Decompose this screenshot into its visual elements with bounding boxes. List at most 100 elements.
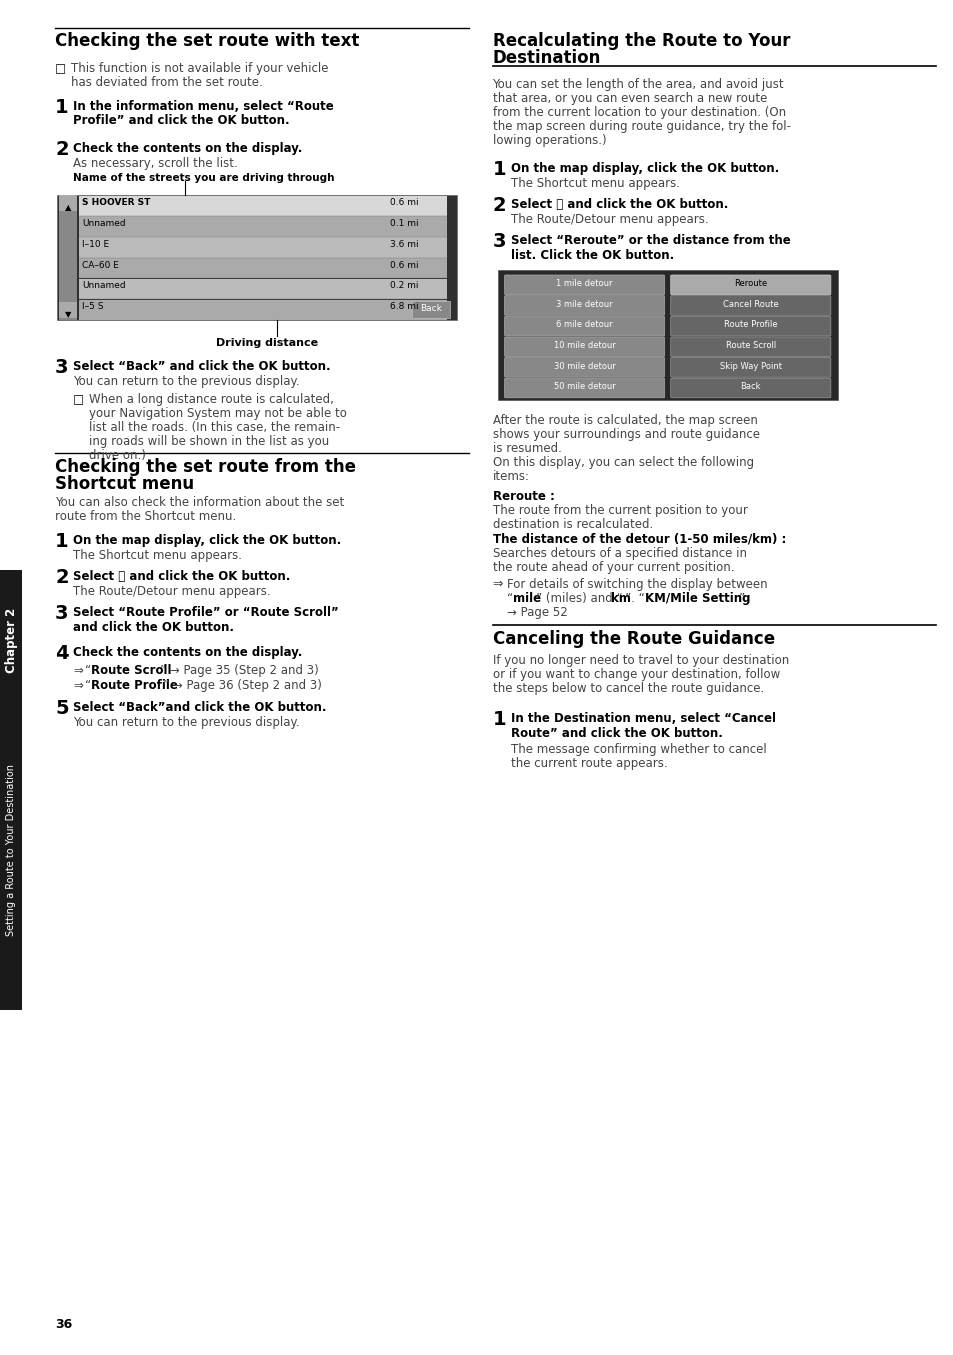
Text: Check the contents on the display.: Check the contents on the display. — [73, 646, 302, 659]
Text: On the map display, click the OK button.: On the map display, click the OK button. — [73, 534, 341, 547]
Text: Profile” and click the OK button.: Profile” and click the OK button. — [73, 114, 290, 127]
Text: The Shortcut menu appears.: The Shortcut menu appears. — [510, 178, 679, 190]
Text: 30 mile detour: 30 mile detour — [553, 362, 615, 370]
Text: Back: Back — [740, 382, 760, 392]
Text: 10 mile detour: 10 mile detour — [553, 341, 615, 350]
FancyBboxPatch shape — [670, 378, 830, 398]
Bar — [57, 195, 457, 320]
Text: ▲: ▲ — [65, 203, 71, 211]
Text: In the information menu, select “Route: In the information menu, select “Route — [73, 100, 334, 112]
Text: from the current location to your destination. (On: from the current location to your destin… — [492, 106, 785, 119]
Text: Route Profile: Route Profile — [91, 679, 178, 692]
Text: Destination: Destination — [492, 49, 600, 66]
Text: and click the OK button.: and click the OK button. — [73, 621, 233, 634]
Text: You can also check the information about the set: You can also check the information about… — [55, 496, 344, 509]
Text: 36: 36 — [55, 1318, 72, 1331]
Text: ” (miles) and “: ” (miles) and “ — [535, 592, 621, 604]
Text: 5: 5 — [55, 699, 69, 718]
Text: The distance of the detour (1-50 miles/km) :: The distance of the detour (1-50 miles/k… — [492, 533, 785, 546]
FancyBboxPatch shape — [504, 337, 664, 356]
Text: Reroute :: Reroute : — [492, 491, 554, 503]
Text: 6 mile detour: 6 mile detour — [556, 320, 612, 329]
FancyBboxPatch shape — [670, 316, 830, 336]
Text: 6.8 mi: 6.8 mi — [390, 302, 418, 312]
Text: Route Scroll: Route Scroll — [725, 341, 775, 350]
Bar — [79, 217, 387, 237]
Text: Checking the set route from the: Checking the set route from the — [55, 458, 355, 476]
Bar — [387, 299, 447, 320]
Text: 4: 4 — [55, 644, 69, 663]
Text: When a long distance route is calculated,: When a long distance route is calculated… — [89, 393, 334, 406]
FancyBboxPatch shape — [670, 337, 830, 356]
Text: CA–60 E: CA–60 E — [82, 260, 119, 270]
Text: list all the roads. (In this case, the remain-: list all the roads. (In this case, the r… — [89, 421, 340, 434]
Text: The Route/Detour menu appears.: The Route/Detour menu appears. — [73, 585, 271, 598]
Text: In the Destination menu, select “Cancel: In the Destination menu, select “Cancel — [510, 711, 775, 725]
Text: 1: 1 — [55, 533, 69, 551]
Text: destination is recalculated.: destination is recalculated. — [492, 518, 652, 531]
Text: ⇒: ⇒ — [73, 679, 83, 692]
Text: If you no longer need to travel to your destination: If you no longer need to travel to your … — [492, 654, 788, 667]
Text: I–10 E: I–10 E — [82, 240, 109, 249]
Text: km: km — [610, 592, 630, 604]
Text: drive on.): drive on.) — [89, 449, 146, 462]
Text: Recalculating the Route to Your: Recalculating the Route to Your — [492, 33, 789, 50]
Text: As necessary, scroll the list.: As necessary, scroll the list. — [73, 157, 237, 169]
Text: Reroute: Reroute — [734, 279, 766, 289]
Text: Chapter 2: Chapter 2 — [5, 607, 17, 672]
Text: Select “Back” and click the OK button.: Select “Back” and click the OK button. — [73, 360, 331, 373]
Text: the current route appears.: the current route appears. — [510, 757, 666, 770]
Bar — [79, 299, 387, 320]
Text: Shortcut menu: Shortcut menu — [55, 476, 194, 493]
Text: On the map display, click the OK button.: On the map display, click the OK button. — [510, 163, 778, 175]
Text: Driving distance: Driving distance — [216, 337, 318, 348]
Text: □: □ — [55, 62, 66, 75]
Text: Select “Back”and click the OK button.: Select “Back”and click the OK button. — [73, 701, 326, 714]
Text: Route Profile: Route Profile — [723, 320, 777, 329]
FancyBboxPatch shape — [670, 358, 830, 377]
Text: You can return to the previous display.: You can return to the previous display. — [73, 715, 299, 729]
Text: mile: mile — [512, 592, 540, 604]
Bar — [0, 570, 22, 1009]
Text: On this display, you can select the following: On this display, you can select the foll… — [492, 457, 753, 469]
Text: After the route is calculated, the map screen: After the route is calculated, the map s… — [492, 415, 757, 427]
Text: Select ⥣ and click the OK button.: Select ⥣ and click the OK button. — [73, 570, 290, 583]
Text: that area, or you can even search a new route: that area, or you can even search a new … — [492, 92, 766, 104]
Text: 1: 1 — [492, 710, 506, 729]
Text: list. Click the OK button.: list. Click the OK button. — [510, 249, 673, 262]
Text: 3.6 mi: 3.6 mi — [390, 240, 418, 249]
Bar — [497, 270, 837, 400]
FancyBboxPatch shape — [504, 295, 664, 316]
FancyBboxPatch shape — [504, 316, 664, 336]
Text: The message confirming whether to cancel: The message confirming whether to cancel — [510, 743, 765, 756]
Text: your Navigation System may not be able to: your Navigation System may not be able t… — [89, 406, 347, 420]
Text: ▼: ▼ — [65, 310, 71, 318]
Text: Setting a Route to Your Destination: Setting a Route to Your Destination — [6, 764, 16, 936]
Bar — [79, 195, 387, 215]
Text: You can set the length of the area, and avoid just: You can set the length of the area, and … — [492, 79, 783, 91]
Bar — [412, 301, 450, 318]
Text: Unnamed: Unnamed — [82, 282, 126, 290]
Text: 0.1 mi: 0.1 mi — [390, 220, 418, 228]
Text: ” → Page 35 (Step 2 and 3): ” → Page 35 (Step 2 and 3) — [160, 664, 318, 678]
Text: the steps below to cancel the route guidance.: the steps below to cancel the route guid… — [492, 682, 763, 695]
Bar — [387, 217, 447, 237]
Text: the map screen during route guidance, try the fol-: the map screen during route guidance, tr… — [492, 121, 790, 133]
Text: 3: 3 — [55, 358, 69, 377]
Text: S HOOVER ST: S HOOVER ST — [82, 198, 151, 207]
Text: Searches detours of a specified distance in: Searches detours of a specified distance… — [492, 547, 746, 560]
Bar — [387, 257, 447, 278]
Text: Skip Way Point: Skip Way Point — [719, 362, 781, 370]
Text: Name of the streets you are driving through: Name of the streets you are driving thro… — [73, 173, 335, 183]
Text: 3: 3 — [492, 232, 505, 251]
Text: “: “ — [506, 592, 512, 604]
Text: 0.6 mi: 0.6 mi — [390, 198, 418, 207]
Text: The route from the current position to your: The route from the current position to y… — [492, 504, 746, 518]
Text: 50 mile detour: 50 mile detour — [553, 382, 615, 392]
FancyBboxPatch shape — [670, 295, 830, 316]
Text: 1: 1 — [492, 160, 506, 179]
Text: □: □ — [73, 393, 84, 406]
Text: KM/Mile Setting: KM/Mile Setting — [644, 592, 749, 604]
Text: Select ⥣ and click the OK button.: Select ⥣ and click the OK button. — [510, 198, 727, 211]
Text: Route Scroll: Route Scroll — [91, 664, 172, 678]
